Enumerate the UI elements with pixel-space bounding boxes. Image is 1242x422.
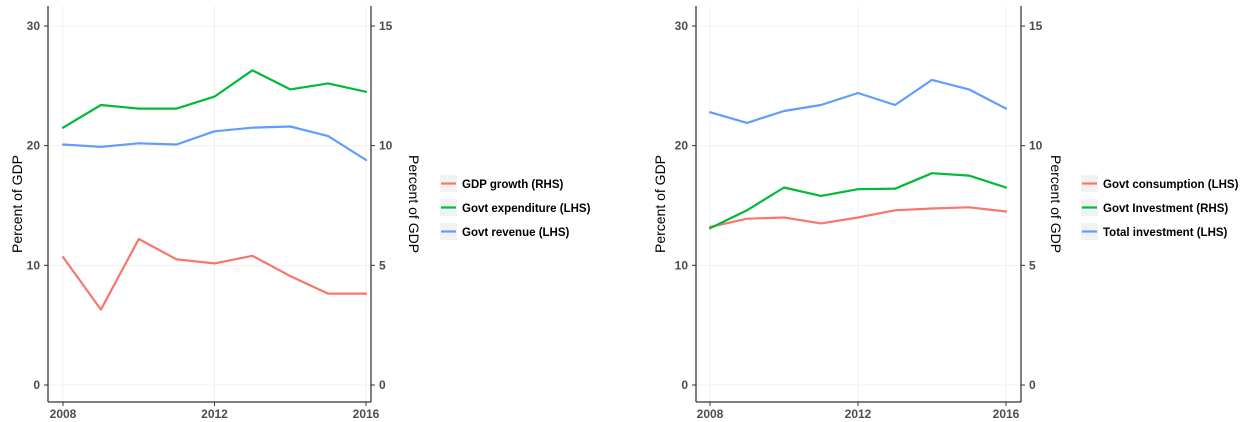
series-line-1 xyxy=(708,206,1008,229)
y-axis-title-left: Percent of GDP xyxy=(652,155,668,253)
legend-label: Govt consumption (LHS) xyxy=(1103,179,1239,191)
y-tick-label-right: 5 xyxy=(1029,258,1036,272)
gridlines xyxy=(48,6,371,402)
legend: Govt consumption (LHS) Govt Investment (R… xyxy=(1081,175,1239,240)
chart-right: 0 10 20 30 0 5 10 15 2008 2012 2016 Percent of GDP P… xyxy=(652,6,1239,421)
legend-label: GDP growth (RHS) xyxy=(462,179,564,191)
y-tick-label-right: 15 xyxy=(1029,19,1043,33)
legend-label: Govt expenditure (LHS) xyxy=(462,203,591,215)
x-tick-label: 2012 xyxy=(845,407,872,421)
x-tick-label: 2016 xyxy=(993,407,1020,421)
y-tick-label-left: 20 xyxy=(675,139,689,153)
y-tick-label-right: 15 xyxy=(379,19,393,33)
series-line-3 xyxy=(708,78,1008,125)
legend-label: Govt revenue (LHS) xyxy=(462,227,570,239)
legend: GDP growth (RHS) Govt expenditure (LHS) Go… xyxy=(440,175,591,240)
legend-label: Total investment (LHS) xyxy=(1103,227,1228,239)
series-line-2 xyxy=(61,69,368,129)
x-tick-label: 2008 xyxy=(50,407,77,421)
y-axis-title-right: Percent of GDP xyxy=(1048,155,1064,253)
y-tick-label-left: 20 xyxy=(27,139,41,153)
y-tick-label-right: 10 xyxy=(379,139,393,153)
gridlines xyxy=(696,6,1021,402)
series-line-3 xyxy=(61,125,368,162)
y-tick-label-left: 10 xyxy=(27,258,41,272)
legend-label: Govt Investment (RHS) xyxy=(1103,203,1228,215)
y-axis-title-left: Percent of GDP xyxy=(9,155,25,253)
y-tick-label-left: 0 xyxy=(681,378,688,392)
chart-left: 0 10 20 30 0 5 10 15 2008 2012 2016 Percent of GDP P… xyxy=(9,6,591,421)
series-line-2 xyxy=(708,172,1008,230)
y-tick-label-left: 30 xyxy=(675,19,689,33)
y-axis-title-right: Percent of GDP xyxy=(406,155,422,253)
series-line-1 xyxy=(61,237,368,311)
y-tick-label-left: 30 xyxy=(27,19,41,33)
y-tick-label-left: 10 xyxy=(675,258,689,272)
y-tick-label-left: 0 xyxy=(33,378,40,392)
y-tick-label-right: 0 xyxy=(379,378,386,392)
x-tick-label: 2016 xyxy=(353,407,380,421)
x-tick-label: 2012 xyxy=(201,407,228,421)
y-tick-label-right: 0 xyxy=(1029,378,1036,392)
y-tick-label-right: 5 xyxy=(379,258,386,272)
y-tick-label-right: 10 xyxy=(1029,139,1043,153)
x-tick-label: 2008 xyxy=(697,407,724,421)
